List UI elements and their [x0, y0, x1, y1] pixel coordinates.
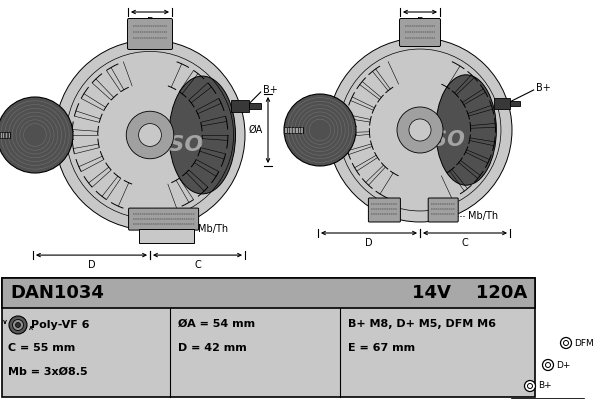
Circle shape — [564, 340, 568, 346]
Text: Mb = 3xØ8.5: Mb = 3xØ8.5 — [8, 367, 87, 377]
Circle shape — [55, 40, 245, 230]
Text: C: C — [194, 260, 201, 270]
Circle shape — [561, 338, 571, 348]
Text: Mb/Th: Mb/Th — [198, 224, 228, 234]
Text: DFM: DFM — [574, 338, 594, 348]
Circle shape — [328, 38, 512, 222]
Text: E: E — [417, 17, 423, 27]
Bar — [249, 103, 261, 109]
Circle shape — [13, 320, 23, 330]
FancyBboxPatch shape — [400, 18, 440, 47]
Circle shape — [543, 359, 553, 371]
Circle shape — [284, 94, 356, 166]
Text: B+: B+ — [538, 381, 552, 391]
FancyBboxPatch shape — [128, 18, 173, 49]
Text: DAN1034: DAN1034 — [10, 284, 104, 302]
Text: ØA = 54 mm: ØA = 54 mm — [178, 319, 255, 329]
Text: Poly-VF 6: Poly-VF 6 — [31, 320, 89, 330]
FancyBboxPatch shape — [428, 198, 458, 222]
Bar — [0, 132, 10, 138]
Text: D: D — [87, 260, 95, 270]
Text: C = 55 mm: C = 55 mm — [8, 343, 75, 353]
Text: ØA: ØA — [249, 125, 263, 135]
FancyBboxPatch shape — [368, 198, 400, 222]
Ellipse shape — [169, 76, 235, 194]
Bar — [231, 100, 249, 112]
Circle shape — [397, 107, 443, 153]
Bar — [284, 127, 303, 133]
Circle shape — [409, 119, 431, 141]
Text: 14V    120A: 14V 120A — [412, 284, 527, 302]
Text: B+: B+ — [263, 85, 277, 95]
Text: E: E — [147, 17, 153, 27]
Circle shape — [546, 363, 550, 367]
Circle shape — [138, 124, 161, 146]
Circle shape — [528, 383, 533, 389]
Text: E = 67 mm: E = 67 mm — [348, 343, 415, 353]
Text: D+: D+ — [556, 361, 570, 369]
Bar — [510, 101, 519, 105]
Text: B+ M8, D+ M5, DFM M6: B+ M8, D+ M5, DFM M6 — [348, 319, 496, 329]
Text: Mb/Th: Mb/Th — [468, 211, 498, 221]
Circle shape — [0, 97, 73, 173]
Text: B+: B+ — [536, 83, 550, 93]
Text: C: C — [462, 238, 468, 248]
Circle shape — [9, 316, 27, 334]
Text: DENSO: DENSO — [116, 135, 204, 155]
Circle shape — [126, 111, 174, 159]
Bar — [494, 98, 510, 109]
Circle shape — [525, 381, 536, 391]
Text: DENSO: DENSO — [384, 130, 466, 150]
Text: D: D — [365, 238, 373, 248]
FancyBboxPatch shape — [129, 208, 199, 230]
Bar — [139, 229, 194, 243]
Ellipse shape — [435, 75, 497, 185]
Text: D = 42 mm: D = 42 mm — [178, 343, 247, 353]
Circle shape — [16, 322, 20, 328]
Bar — [2, 278, 535, 397]
Bar — [2, 278, 535, 308]
